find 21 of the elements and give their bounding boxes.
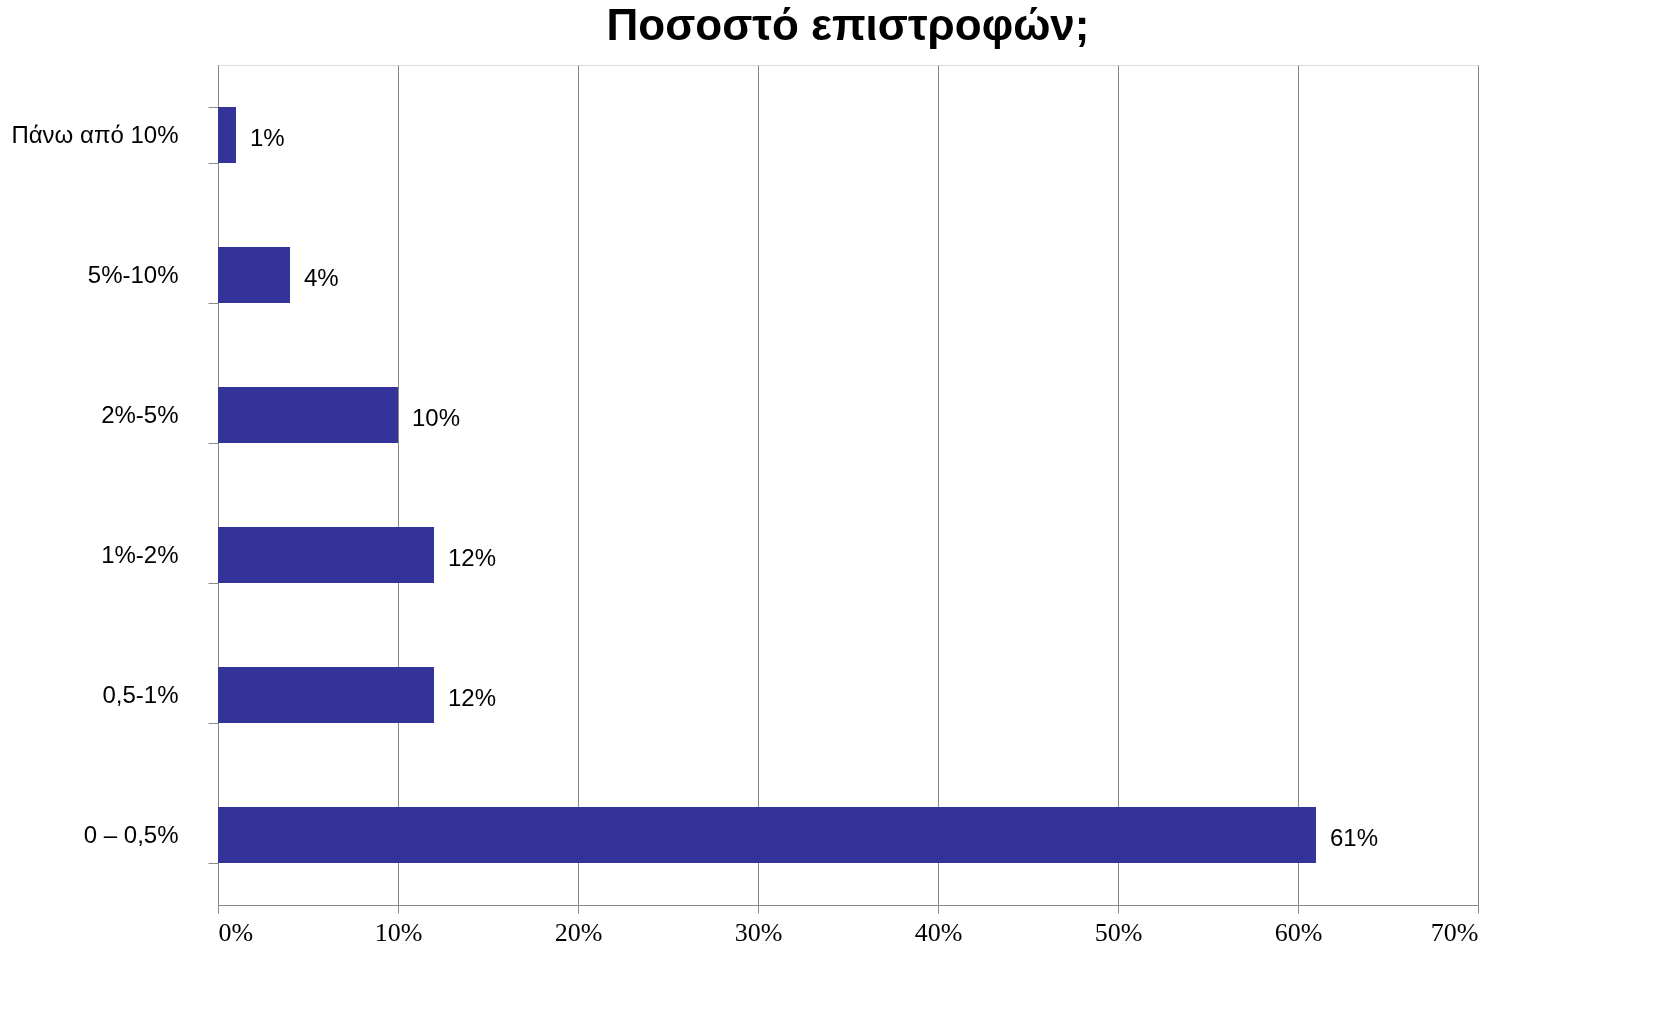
chart-title: Ποσοστό επιστροφών; [606,0,1090,49]
x-tick-label: 20% [554,917,603,947]
x-tick-label: 50% [1094,917,1143,947]
y-tick-label: Πάνω από 10% [11,120,179,148]
y-tick-label: 2%-5% [101,400,179,428]
data-label: 61% [1330,824,1379,851]
x-tick-label: 40% [914,917,963,947]
x-tick-label: 10% [374,917,423,947]
y-tick-label: 1%-2% [101,540,179,568]
data-label: 12% [448,684,497,711]
x-tick-label: 60% [1274,917,1323,947]
data-label: 10% [412,404,461,431]
x-tick-label: 0% [218,917,254,947]
y-tick-label: 0,5-1% [102,680,179,708]
y-tick-label: 5%-10% [87,260,179,288]
x-tick-label: 70% [1430,917,1479,947]
data-label: 4% [304,264,339,291]
x-tick-label: 30% [734,917,783,947]
data-label: 12% [448,544,497,571]
y-tick-label: 0 – 0,5% [83,820,179,848]
data-label: 1% [250,124,285,151]
